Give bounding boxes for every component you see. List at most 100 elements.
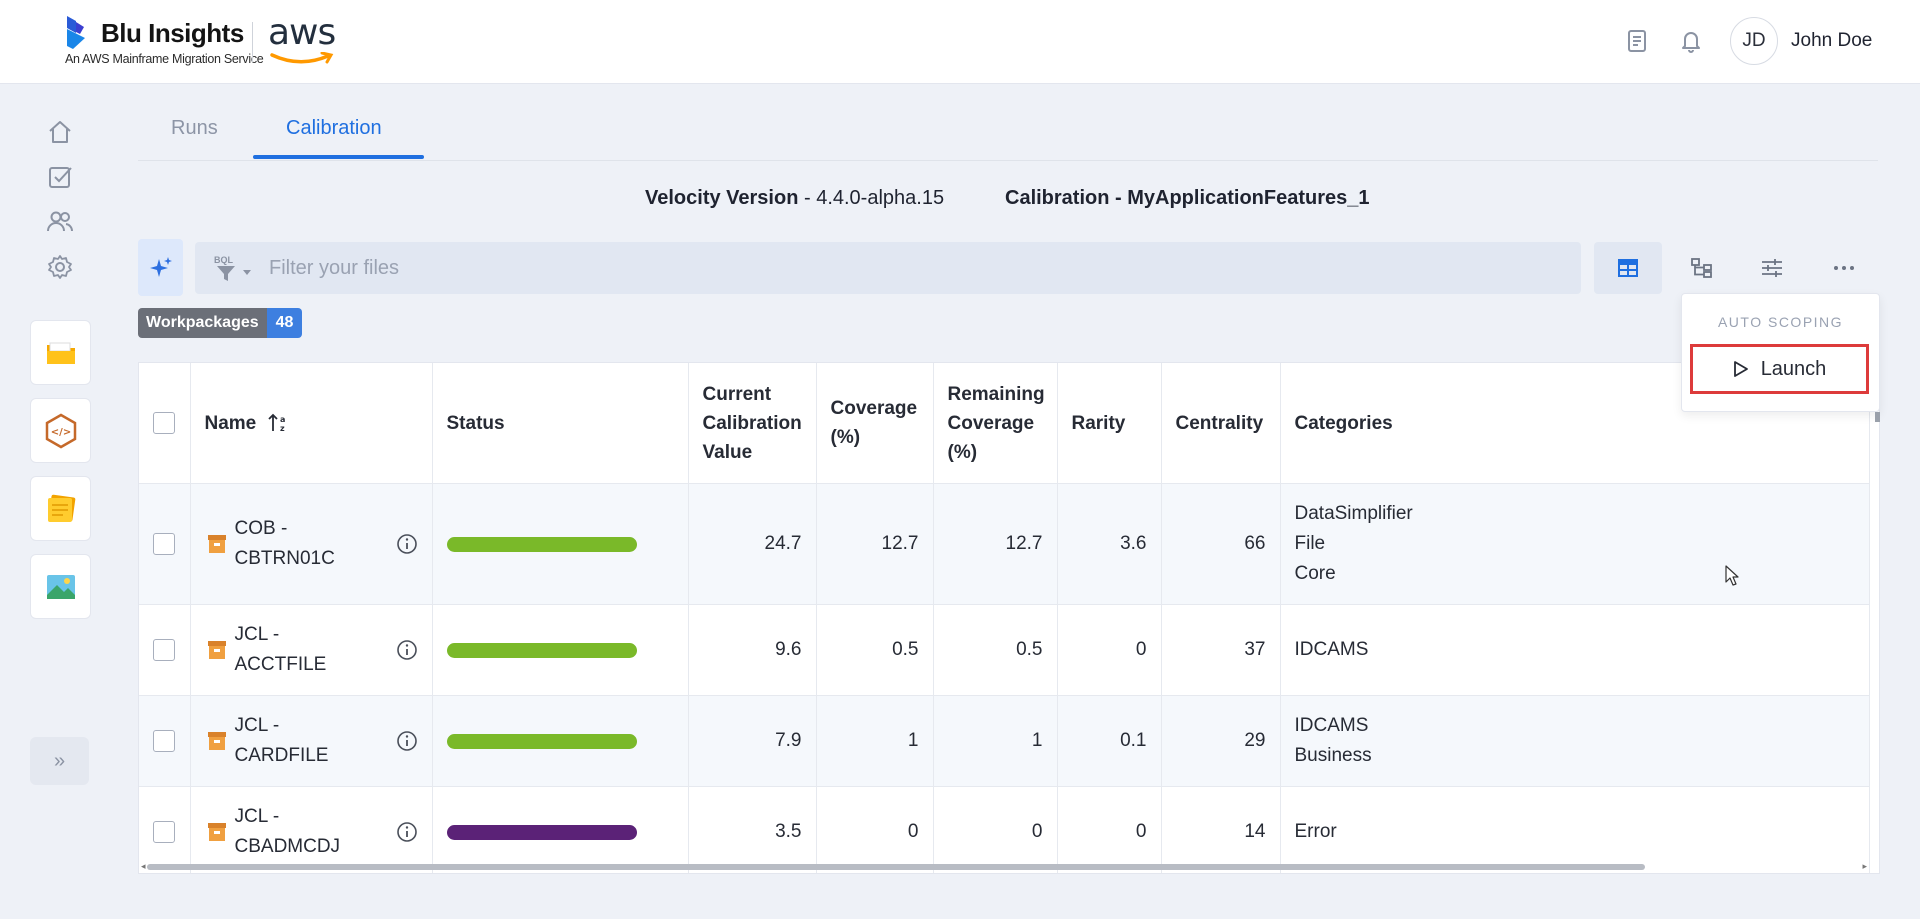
- select-all-checkbox[interactable]: [153, 412, 176, 435]
- tab-runs[interactable]: Runs: [171, 117, 218, 139]
- scroll-left-arrow[interactable]: ◂: [141, 861, 146, 871]
- category-label: IDCAMS: [1294, 639, 1369, 660]
- svg-text:BQL: BQL: [214, 255, 234, 265]
- row-checkbox[interactable]: [153, 638, 176, 661]
- launch-label: Launch: [1760, 357, 1827, 380]
- column-header-status[interactable]: Status: [432, 363, 689, 484]
- svg-text:z: z: [280, 424, 285, 433]
- package-icon: [207, 641, 226, 659]
- table-row[interactable]: JCL - ACCTFILE 9.6 0.5 0.5 0 37 IDCAMS: [139, 604, 1870, 696]
- name-line: CBADMCDJ: [234, 836, 341, 857]
- play-icon: [1733, 361, 1748, 377]
- name-line: CBTRN01C: [234, 548, 335, 569]
- sliders-icon: [1762, 259, 1782, 277]
- name-line: JCL -: [234, 624, 280, 645]
- docs-icon[interactable]: [1624, 28, 1650, 54]
- user-name[interactable]: John Doe: [1791, 30, 1873, 51]
- remaining-coverage-cell: 0: [933, 786, 1058, 873]
- column-header-centrality[interactable]: Centrality: [1161, 363, 1281, 484]
- table-row[interactable]: JCL - CBADMCDJ 3.5 0 0 0 14 Error: [139, 786, 1870, 873]
- info-icon[interactable]: [396, 639, 418, 661]
- categories-cell: DataSimplifier File Core: [1280, 483, 1870, 605]
- bell-icon[interactable]: [1678, 28, 1704, 54]
- rarity-cell: 0.1: [1057, 695, 1162, 787]
- notes-app-tile[interactable]: [30, 476, 91, 541]
- name-line: JCL -: [234, 806, 280, 827]
- sort-icon[interactable]: a z: [267, 412, 290, 434]
- aws-logo-text: aws: [268, 12, 336, 53]
- categories-cell: Error: [1280, 786, 1870, 873]
- category-label: DataSimplifier: [1294, 503, 1413, 524]
- tab-calibration[interactable]: Calibration: [286, 117, 382, 139]
- name-line: JCL -: [234, 715, 280, 736]
- image-app-icon: [46, 574, 75, 599]
- more-options-menu: AUTO SCOPING Launch: [1681, 293, 1880, 422]
- table-row[interactable]: JCL - CARDFILE 7.9 1 1 0.1 29 IDCAMS Bus…: [139, 695, 1870, 787]
- column-header-coverage[interactable]: Coverage (%): [816, 363, 934, 484]
- info-icon[interactable]: [396, 730, 418, 752]
- name-line: COB -: [234, 518, 288, 539]
- header-line: Coverage: [947, 412, 1035, 434]
- category-label: Error: [1294, 821, 1337, 842]
- package-icon: [207, 823, 226, 841]
- sparkle-icon: [149, 256, 172, 277]
- row-checkbox[interactable]: [153, 820, 176, 843]
- aws-smile-icon: [270, 52, 334, 64]
- status-bar: [446, 536, 637, 552]
- column-header-rarity[interactable]: Rarity: [1057, 363, 1162, 484]
- users-icon[interactable]: [46, 208, 74, 236]
- category-label: File: [1294, 533, 1326, 554]
- info-icon[interactable]: [396, 533, 418, 555]
- more-options-button[interactable]: [1810, 242, 1878, 294]
- table-view-button[interactable]: [1594, 242, 1662, 294]
- horizontal-scrollbar[interactable]: [147, 864, 1645, 870]
- status-cell: [432, 483, 689, 605]
- codebase-app-icon: </>: [45, 413, 76, 448]
- header-line: (%): [830, 427, 861, 448]
- column-header-remaining-coverage[interactable]: Remaining Coverage (%): [933, 363, 1058, 484]
- remaining-coverage-cell: 0.5: [933, 604, 1058, 696]
- launch-button[interactable]: Launch: [1690, 344, 1869, 394]
- expand-sidebar-button[interactable]: »: [30, 737, 89, 785]
- name-cell: JCL - ACCTFILE: [190, 604, 433, 696]
- folder-app-icon: [46, 342, 75, 364]
- avatar[interactable]: JD: [1730, 17, 1778, 65]
- status-bar: [446, 824, 637, 840]
- category-label: IDCAMS: [1294, 715, 1369, 736]
- centrality-cell: 66: [1161, 483, 1281, 605]
- rarity-cell: 0: [1057, 604, 1162, 696]
- logo-divider: [252, 22, 253, 62]
- workpackages-table: Name a z Status Current Calibration Valu…: [138, 362, 1880, 874]
- folder-app-tile[interactable]: [30, 320, 91, 385]
- notes-app-icon: [47, 494, 75, 522]
- brand-name: Blu Insights: [101, 18, 244, 48]
- name-header-label: Name: [204, 412, 257, 434]
- settings-icon[interactable]: [46, 253, 74, 281]
- filter-input[interactable]: [267, 252, 1561, 284]
- codebase-app-tile[interactable]: </>: [30, 398, 91, 463]
- header-line: Calibration: [702, 412, 802, 434]
- remaining-coverage-cell: 12.7: [933, 483, 1058, 605]
- workpackages-label: Workpackages: [138, 308, 267, 338]
- column-header-name[interactable]: Name a z: [190, 363, 433, 484]
- info-icon[interactable]: [396, 821, 418, 843]
- top-header: Blu Insights An AWS Mainframe Migration …: [0, 0, 1920, 84]
- header-line: Current: [702, 383, 772, 405]
- tab-bar: Runs Calibration: [138, 102, 1878, 161]
- image-app-tile[interactable]: [30, 554, 91, 619]
- bql-filter-icon[interactable]: BQL: [213, 254, 257, 284]
- home-icon[interactable]: [46, 118, 74, 146]
- column-header-current-calibration[interactable]: Current Calibration Value: [688, 363, 817, 484]
- table-row[interactable]: COB - CBTRN01C 24.7 12.7 12.7 3.6 66 Dat…: [139, 483, 1870, 605]
- coverage-cell: 0.5: [816, 604, 934, 696]
- tasks-icon[interactable]: [46, 163, 74, 191]
- calibration-cell: 9.6: [688, 604, 817, 696]
- ai-assistant-button[interactable]: [138, 239, 183, 296]
- row-checkbox[interactable]: [153, 729, 176, 752]
- row-checkbox[interactable]: [153, 532, 176, 555]
- settings-sliders-button[interactable]: [1738, 242, 1806, 294]
- scroll-right-arrow[interactable]: ▸: [1862, 861, 1867, 871]
- velocity-version-value: - 4.4.0-alpha.15: [803, 187, 945, 209]
- tree-view-button[interactable]: [1668, 242, 1736, 294]
- header-line: Remaining: [947, 383, 1045, 405]
